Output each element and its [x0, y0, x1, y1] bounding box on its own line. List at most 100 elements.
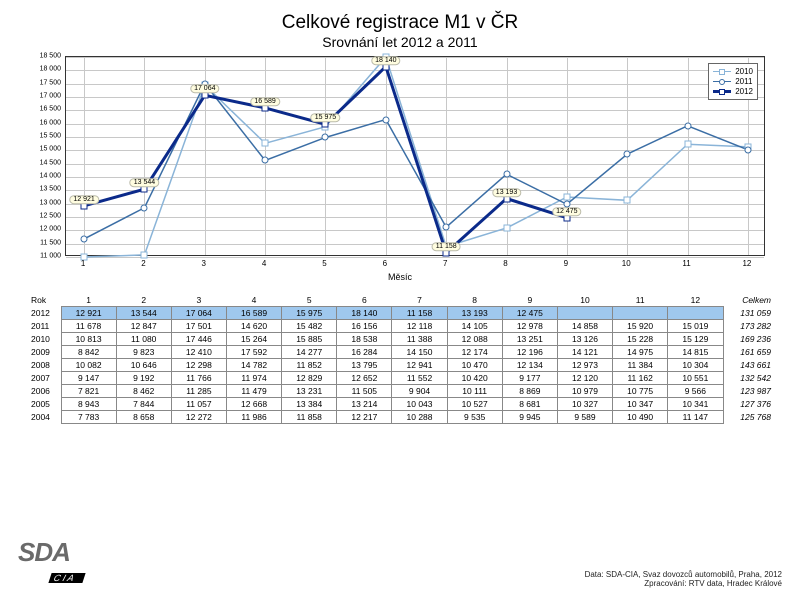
line-svg — [66, 57, 764, 255]
cell-rok: 2008 — [25, 359, 61, 372]
series-line-2012 — [84, 67, 567, 253]
cell-value: 11 384 — [613, 359, 668, 372]
cell-celkem: 161 659 — [723, 346, 775, 359]
cell-value: 13 795 — [337, 359, 392, 372]
cell-value: 12 829 — [282, 372, 337, 385]
th-col: 10 — [557, 294, 612, 307]
cell-celkem: 132 542 — [723, 372, 775, 385]
cell-value: 12 118 — [392, 320, 447, 333]
cell-value: 9 535 — [447, 411, 502, 424]
cell-value: 12 174 — [447, 346, 502, 359]
cell-value: 11 852 — [282, 359, 337, 372]
chart-area: 11 00011 50012 00012 50013 00013 50014 0… — [25, 56, 775, 286]
marker — [684, 141, 691, 148]
cell-celkem: 173 282 — [723, 320, 775, 333]
cell-value: 12 120 — [557, 372, 612, 385]
y-tick: 12 500 — [40, 213, 61, 220]
cell-value: 12 973 — [557, 359, 612, 372]
cell-value: 15 482 — [282, 320, 337, 333]
cell-value — [613, 307, 668, 320]
cell-value: 8 943 — [61, 398, 116, 411]
y-tick: 11 500 — [40, 239, 61, 246]
cell-value: 10 527 — [447, 398, 502, 411]
cell-rok: 2004 — [25, 411, 61, 424]
cell-value: 16 589 — [226, 307, 281, 320]
value-label: 18 140 — [371, 56, 400, 65]
cell-value: 13 231 — [282, 385, 337, 398]
cell-rok: 2012 — [25, 307, 61, 320]
cell-value: 13 251 — [502, 333, 557, 346]
th-col: 12 — [668, 294, 723, 307]
cell-value: 10 111 — [447, 385, 502, 398]
cell-value: 13 544 — [116, 307, 171, 320]
logo-cia: C I A — [48, 573, 85, 583]
cell-rok: 2011 — [25, 320, 61, 333]
cell-value: 12 668 — [226, 398, 281, 411]
cell-value — [668, 307, 723, 320]
marker — [141, 204, 148, 211]
th-col: 9 — [502, 294, 557, 307]
cell-value: 10 813 — [61, 333, 116, 346]
legend-label: 2011 — [735, 77, 752, 86]
cell-value: 12 978 — [502, 320, 557, 333]
marker — [624, 151, 631, 158]
cell-value: 12 410 — [171, 346, 226, 359]
marker — [81, 235, 88, 242]
th-col: 5 — [282, 294, 337, 307]
th-col: 6 — [337, 294, 392, 307]
cell-value: 11 974 — [226, 372, 281, 385]
x-tick: 1 — [81, 259, 85, 268]
y-tick: 13 500 — [40, 186, 61, 193]
th-col: 4 — [226, 294, 281, 307]
x-tick: 10 — [622, 259, 631, 268]
legend-label: 2010 — [735, 67, 753, 76]
cell-value: 14 150 — [392, 346, 447, 359]
marker — [262, 140, 269, 147]
cell-value: 12 217 — [337, 411, 392, 424]
cell-value: 14 277 — [282, 346, 337, 359]
cell-value: 16 284 — [337, 346, 392, 359]
data-table: Rok123456789101112Celkem 201212 92113 54… — [25, 294, 775, 424]
cell-value: 8 842 — [61, 346, 116, 359]
cell-value: 12 921 — [61, 307, 116, 320]
marker — [382, 116, 389, 123]
y-tick: 17 000 — [40, 93, 61, 100]
cell-value: 11 479 — [226, 385, 281, 398]
table-row: 201010 81311 08017 44615 26415 88518 538… — [25, 333, 775, 346]
chart-title: Celkové registrace M1 v ČR — [15, 12, 785, 34]
footer-credits: Data: SDA-CIA, Svaz dovozců automobilů, … — [585, 570, 782, 588]
cell-value: 12 652 — [337, 372, 392, 385]
x-tick: 5 — [322, 259, 326, 268]
table-body: 201212 92113 54417 06416 58915 97518 140… — [25, 307, 775, 424]
cell-value: 15 228 — [613, 333, 668, 346]
y-tick: 11 000 — [40, 253, 61, 260]
cell-value: 18 140 — [337, 307, 392, 320]
value-label: 12 921 — [69, 195, 98, 204]
marker — [744, 146, 751, 153]
legend-item: 2012 — [713, 87, 753, 96]
marker — [443, 224, 450, 231]
cell-celkem: 123 987 — [723, 385, 775, 398]
x-tick: 9 — [564, 259, 568, 268]
cell-value: 9 147 — [61, 372, 116, 385]
cell-value: 15 264 — [226, 333, 281, 346]
cell-value: 11 285 — [171, 385, 226, 398]
footer-line2: Zpracování: RTV data, Hradec Králové — [585, 579, 782, 588]
cell-value: 17 064 — [171, 307, 226, 320]
cell-rok: 2007 — [25, 372, 61, 385]
cell-value: 10 979 — [557, 385, 612, 398]
cell-celkem: 143 661 — [723, 359, 775, 372]
cell-value: 10 304 — [668, 359, 723, 372]
value-label: 13 193 — [492, 188, 521, 197]
y-tick: 14 000 — [40, 173, 61, 180]
table-header-row: Rok123456789101112Celkem — [25, 294, 775, 307]
y-tick: 15 000 — [40, 146, 61, 153]
cell-value: 11 147 — [668, 411, 723, 424]
cell-rok: 2005 — [25, 398, 61, 411]
cell-value: 12 272 — [171, 411, 226, 424]
marker — [322, 134, 329, 141]
cell-value: 13 214 — [337, 398, 392, 411]
y-tick: 17 500 — [40, 79, 61, 86]
th-celkem: Celkem — [723, 294, 775, 307]
cell-value: 11 766 — [171, 372, 226, 385]
